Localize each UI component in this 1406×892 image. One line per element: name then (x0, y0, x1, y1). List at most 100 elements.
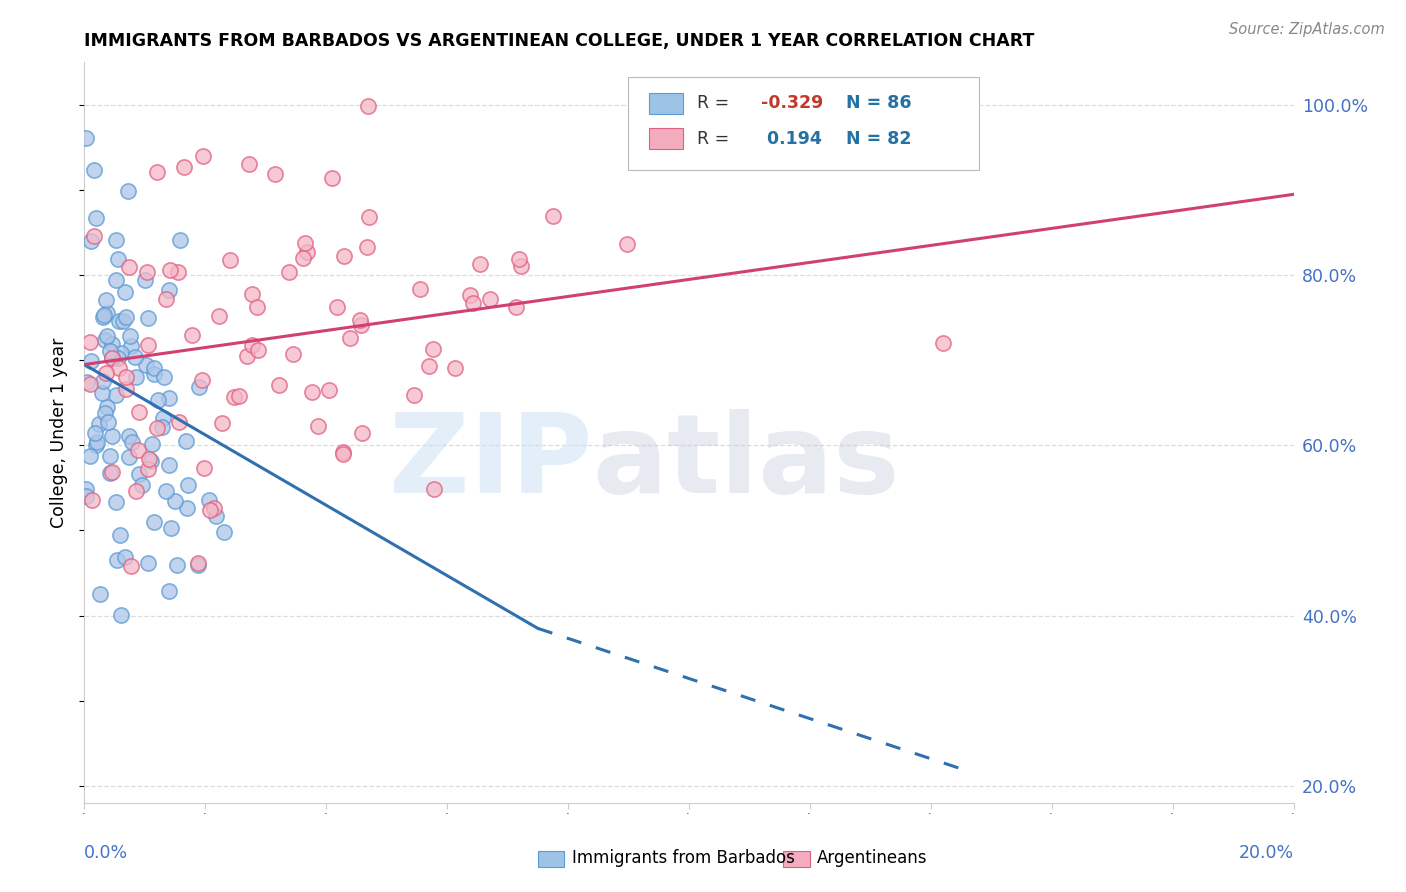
Point (295, 244, 318, 259)
Point (349, 318, 371, 332)
Point (422, 342, 444, 356)
Point (91, 386, 114, 401)
Point (98, 343, 121, 358)
Point (100, 465, 122, 479)
Text: Argentineans: Argentineans (817, 849, 928, 867)
Point (240, 286, 263, 301)
Point (101, 351, 124, 366)
Point (118, 328, 141, 343)
Point (222, 391, 245, 405)
Point (246, 300, 269, 314)
Point (191, 373, 214, 387)
Point (141, 437, 163, 451)
Text: N = 82: N = 82 (846, 129, 911, 148)
Point (143, 361, 166, 376)
Point (136, 311, 159, 326)
Point (75, 131, 97, 145)
Point (96, 306, 118, 320)
Point (83, 162, 105, 177)
Point (356, 240, 378, 254)
Point (404, 387, 426, 401)
Point (616, 236, 638, 251)
Text: 0.0%: 0.0% (84, 844, 128, 862)
Point (135, 359, 157, 373)
Point (136, 265, 159, 279)
Point (443, 361, 465, 376)
Point (105, 495, 128, 509)
Text: atlas: atlas (592, 409, 900, 516)
Point (301, 384, 323, 399)
FancyBboxPatch shape (628, 78, 979, 169)
Point (157, 391, 180, 405)
Point (134, 273, 156, 287)
Point (187, 556, 209, 570)
Point (350, 426, 373, 441)
Point (118, 429, 141, 443)
Point (173, 160, 195, 174)
Point (157, 458, 180, 472)
Point (169, 415, 191, 429)
Point (114, 369, 136, 384)
Point (187, 558, 209, 572)
Point (79, 334, 101, 349)
Point (188, 380, 211, 394)
Point (143, 368, 166, 382)
Point (198, 503, 221, 517)
Point (339, 331, 361, 345)
Point (128, 467, 150, 482)
Point (84, 438, 107, 452)
Point (105, 388, 128, 402)
Point (508, 252, 530, 267)
Point (142, 515, 165, 529)
Point (240, 337, 263, 351)
Point (114, 285, 136, 299)
Point (332, 445, 354, 459)
Point (117, 185, 139, 199)
Point (83, 228, 105, 243)
Point (333, 249, 356, 263)
Point (124, 350, 146, 364)
Point (409, 282, 432, 296)
Point (94, 333, 117, 347)
Point (96, 293, 118, 308)
Point (79, 376, 101, 391)
Point (120, 559, 142, 574)
Point (97, 415, 120, 429)
Point (84, 426, 107, 441)
Point (193, 461, 215, 475)
Point (193, 148, 215, 162)
Point (80, 493, 103, 508)
Point (98, 449, 121, 463)
Point (105, 233, 128, 247)
Point (107, 313, 129, 327)
Point (120, 339, 142, 353)
Point (112, 314, 135, 328)
Point (208, 309, 231, 323)
Point (157, 283, 180, 297)
Point (307, 419, 329, 434)
Point (115, 382, 138, 396)
Point (100, 466, 122, 480)
Text: IMMIGRANTS FROM BARBADOS VS ARGENTINEAN COLLEGE, UNDER 1 YEAR CORRELATION CHART: IMMIGRANTS FROM BARBADOS VS ARGENTINEAN … (84, 32, 1035, 50)
Point (75, 482, 97, 496)
Point (101, 337, 124, 351)
Point (357, 99, 380, 113)
Point (468, 257, 491, 271)
Point (157, 584, 180, 599)
Point (321, 171, 343, 186)
Point (110, 346, 132, 360)
Point (76, 375, 98, 389)
Point (478, 292, 501, 306)
Text: ZIP: ZIP (389, 409, 592, 516)
Point (107, 351, 129, 365)
Point (228, 389, 250, 403)
Point (269, 378, 291, 392)
Point (510, 259, 533, 273)
Point (212, 525, 235, 540)
Point (124, 370, 146, 384)
Point (463, 295, 485, 310)
Point (93, 308, 115, 322)
Point (326, 300, 349, 314)
Point (236, 349, 259, 363)
Text: 20.0%: 20.0% (1239, 844, 1294, 862)
